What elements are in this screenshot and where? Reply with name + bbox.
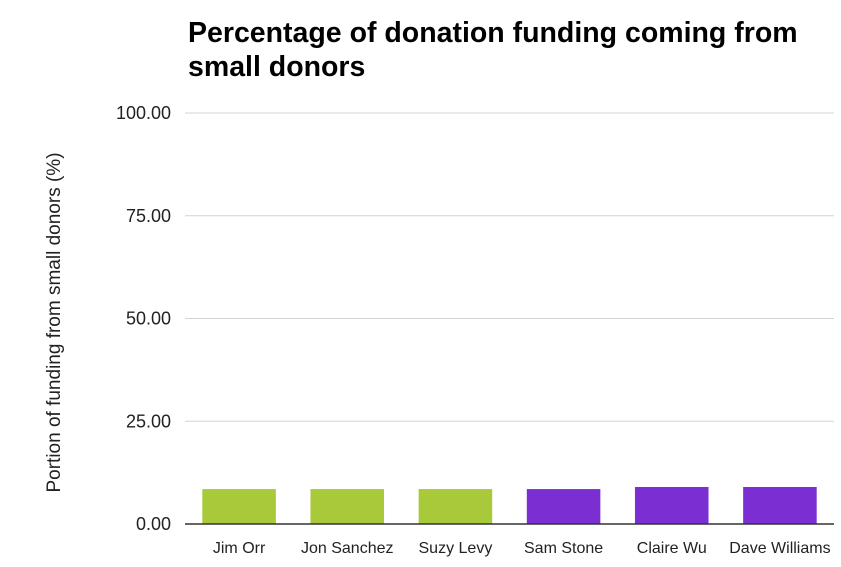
y-axis-label: Portion of funding from small donors (%) — [44, 152, 65, 492]
bar — [202, 489, 276, 524]
bar — [418, 489, 493, 524]
bars — [202, 487, 817, 524]
y-tick-labels: 0.00 25.00 50.00 75.00 100.00 — [116, 103, 171, 534]
y-tick-label: 50.00 — [126, 309, 171, 329]
x-tick-label: Suzy Levy — [419, 540, 493, 557]
x-tick-label: Jim Orr — [213, 540, 266, 557]
y-tick-label: 100.00 — [116, 103, 171, 123]
bar — [310, 489, 385, 524]
x-tick-label: Sam Stone — [524, 540, 603, 557]
x-tick-labels: Jim Orr Jon Sanchez Suzy Levy Sam Stone Clai… — [213, 540, 831, 557]
x-tick-label: Jon Sanchez — [301, 540, 394, 557]
bar — [743, 487, 817, 524]
bar — [634, 487, 709, 524]
y-tick-label: 75.00 — [126, 206, 171, 226]
y-tick-label: 25.00 — [126, 411, 171, 431]
x-tick-label: Dave Williams — [729, 540, 830, 557]
y-tick-label: 0.00 — [136, 514, 171, 534]
x-tick-label: Claire Wu — [637, 540, 707, 557]
gridlines — [185, 112, 834, 422]
bar — [526, 489, 601, 524]
chart-title: Percentage of donation funding coming fr… — [188, 17, 798, 83]
